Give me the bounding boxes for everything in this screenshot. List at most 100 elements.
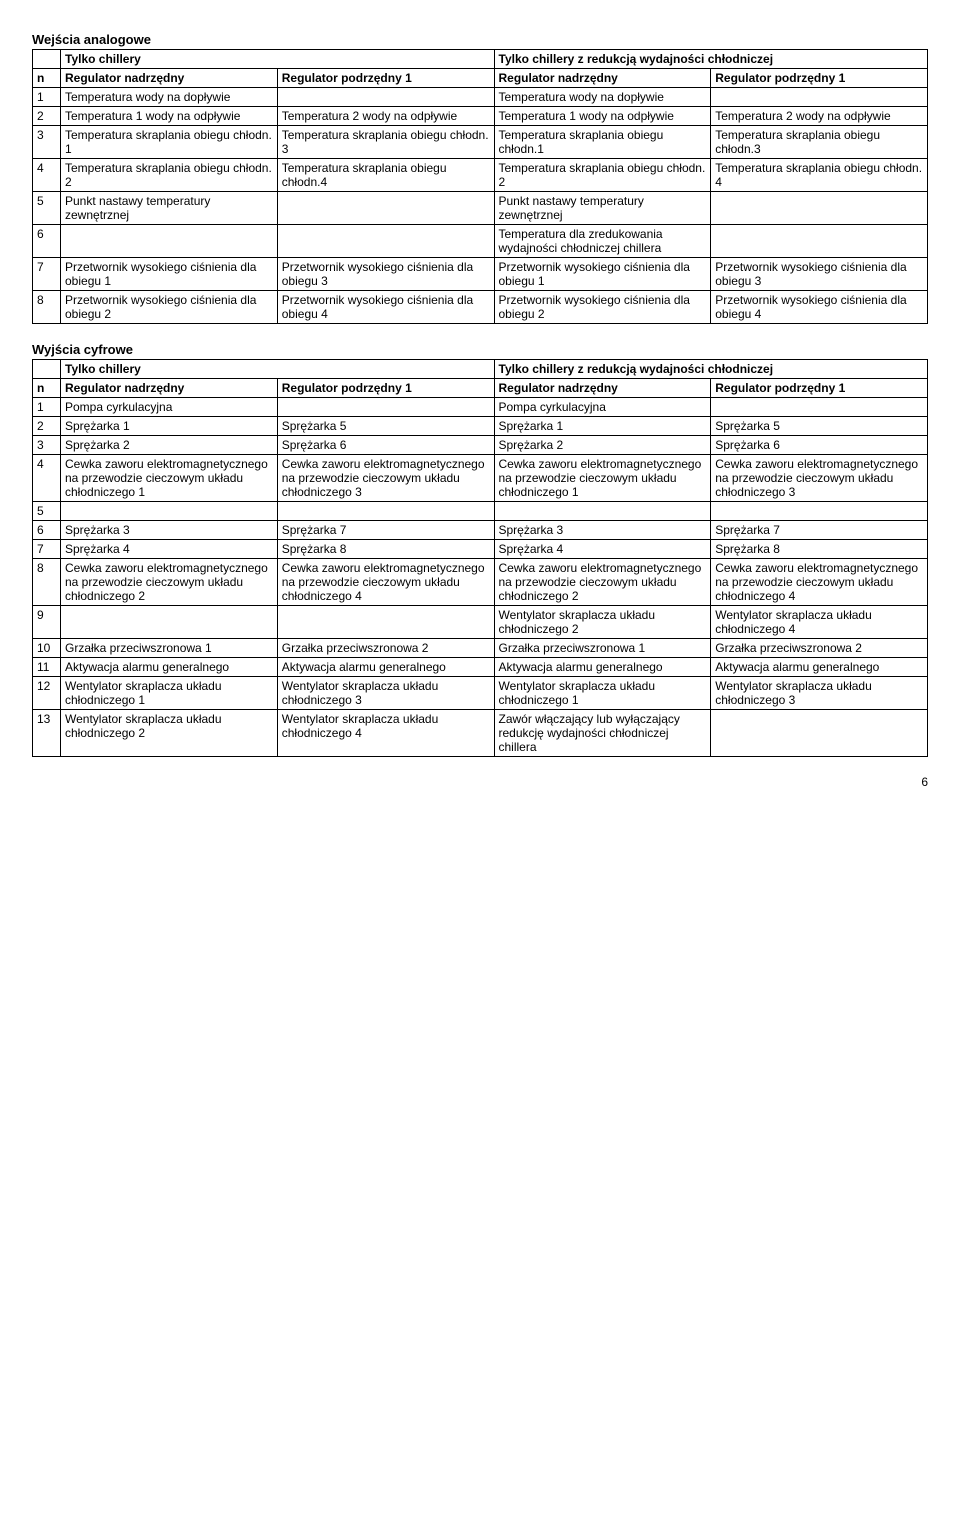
analog-h-c1: Regulator nadrzędny: [61, 69, 278, 88]
analog-cell-n: 8: [33, 291, 61, 324]
digital-cell-n: 2: [33, 417, 61, 436]
page-number: 6: [32, 775, 928, 789]
digital-row: 5: [33, 502, 928, 521]
digital-row: 1Pompa cyrkulacyjnaPompa cyrkulacyjna: [33, 398, 928, 417]
digital-h-c2: Regulator podrzędny 1: [277, 379, 494, 398]
digital-h-n: n: [33, 379, 61, 398]
digital-cell-c4: Sprężarka 6: [711, 436, 928, 455]
analog-cell-c3: Temperatura 1 wody na odpływie: [494, 107, 711, 126]
digital-cell-c2: Cewka zaworu elektromagnetycznego na prz…: [277, 559, 494, 606]
analog-cell-c3: Temperatura dla zredukowania wydajności …: [494, 225, 711, 258]
analog-row: 2 Temperatura 1 wody na odpływieTemperatu…: [33, 107, 928, 126]
digital-cell-c4: Wentylator skraplacza układu chłodniczeg…: [711, 677, 928, 710]
analog-h-n: n: [33, 69, 61, 88]
analog-cell-c4: Przetwornik wysokiego ciśnienia dla obie…: [711, 258, 928, 291]
digital-row: 8Cewka zaworu elektromagnetycznego na pr…: [33, 559, 928, 606]
digital-cell-c3: Aktywacja alarmu generalnego: [494, 658, 711, 677]
analog-row: 3Temperatura skraplania obiegu chłodn. 1…: [33, 126, 928, 159]
digital-title: Wyjścia cyfrowe: [32, 342, 928, 357]
digital-h-c4: Regulator podrzędny 1: [711, 379, 928, 398]
digital-cell-c2: Wentylator skraplacza układu chłodniczeg…: [277, 710, 494, 757]
analog-cell-n: 6: [33, 225, 61, 258]
digital-cell-c4: [711, 398, 928, 417]
digital-cell-n: 9: [33, 606, 61, 639]
analog-cell-c2: Przetwornik wysokiego ciśnienia dla obie…: [277, 258, 494, 291]
analog-h-c4: Regulator podrzędny 1: [711, 69, 928, 88]
digital-cell-n: 4: [33, 455, 61, 502]
analog-cell-c3: Temperatura skraplania obiegu chłodn. 2: [494, 159, 711, 192]
analog-cell-c4: [711, 225, 928, 258]
analog-h-c2: Regulator podrzędny 1: [277, 69, 494, 88]
analog-row: 6 Temperatura dla zredukowania wydajności…: [33, 225, 928, 258]
analog-cell-n: 1: [33, 88, 61, 107]
analog-cell-n: 3: [33, 126, 61, 159]
digital-cell-c2: Sprężarka 8: [277, 540, 494, 559]
digital-cell-c1: Sprężarka 3: [61, 521, 278, 540]
digital-h-c1: Regulator nadrzędny: [61, 379, 278, 398]
digital-cell-c4: Cewka zaworu elektromagnetycznego na prz…: [711, 559, 928, 606]
digital-row: 13Wentylator skraplacza układu chłodnicz…: [33, 710, 928, 757]
digital-cell-c3: Sprężarka 4: [494, 540, 711, 559]
analog-group-row: Tylko chillery Tylko chillery z redukcją…: [33, 50, 928, 69]
digital-cell-c4: [711, 710, 928, 757]
analog-row: 5Punkt nastawy temperatury zewnętrznejPu…: [33, 192, 928, 225]
analog-cell-c1: [61, 225, 278, 258]
digital-cell-c2: [277, 502, 494, 521]
analog-cell-c4: Temperatura 2 wody na odpływie: [711, 107, 928, 126]
analog-cell-c1: Temperatura skraplania obiegu chłodn. 1: [61, 126, 278, 159]
analog-cell-c3: Temperatura wody na dopływie: [494, 88, 711, 107]
analog-cell-n: 7: [33, 258, 61, 291]
digital-table: Tylko chillery Tylko chillery z redukcją…: [32, 359, 928, 757]
digital-row: 7Sprężarka 4Sprężarka 8Sprężarka 4Spręża…: [33, 540, 928, 559]
digital-cell-c1: Cewka zaworu elektromagnetycznego na prz…: [61, 455, 278, 502]
analog-cell-c3: Przetwornik wysokiego ciśnienia dla obie…: [494, 258, 711, 291]
digital-row: 12Wentylator skraplacza układu chłodnicz…: [33, 677, 928, 710]
analog-header-row: n Regulator nadrzędny Regulator podrzędn…: [33, 69, 928, 88]
analog-cell-c4: Temperatura skraplania obiegu chłodn. 4: [711, 159, 928, 192]
digital-cell-n: 3: [33, 436, 61, 455]
digital-cell-c3: Sprężarka 3: [494, 521, 711, 540]
digital-cell-c3: Wentylator skraplacza układu chłodniczeg…: [494, 677, 711, 710]
analog-cell-c2: Temperatura 2 wody na odpływie: [277, 107, 494, 126]
analog-cell-c2: Temperatura skraplania obiegu chłodn.4: [277, 159, 494, 192]
digital-row: 6Sprężarka 3Sprężarka 7Sprężarka 3Spręża…: [33, 521, 928, 540]
digital-cell-c1: Cewka zaworu elektromagnetycznego na prz…: [61, 559, 278, 606]
analog-table: Tylko chillery Tylko chillery z redukcją…: [32, 49, 928, 324]
analog-cell-n: 2: [33, 107, 61, 126]
analog-group-a: Tylko chillery: [61, 50, 495, 69]
analog-cell-c2: [277, 88, 494, 107]
digital-h-c3: Regulator nadrzędny: [494, 379, 711, 398]
digital-cell-c2: Sprężarka 5: [277, 417, 494, 436]
digital-group-a: Tylko chillery: [61, 360, 495, 379]
digital-cell-n: 1: [33, 398, 61, 417]
analog-cell-c4: Temperatura skraplania obiegu chłodn.3: [711, 126, 928, 159]
analog-cell-c3: Przetwornik wysokiego ciśnienia dla obie…: [494, 291, 711, 324]
digital-cell-c2: Grzałka przeciwszronowa 2: [277, 639, 494, 658]
digital-cell-n: 8: [33, 559, 61, 606]
analog-h-c3: Regulator nadrzędny: [494, 69, 711, 88]
digital-cell-c1: Wentylator skraplacza układu chłodniczeg…: [61, 677, 278, 710]
digital-cell-c3: Grzałka przeciwszronowa 1: [494, 639, 711, 658]
analog-title: Wejścia analogowe: [32, 32, 928, 47]
digital-cell-c4: Sprężarka 8: [711, 540, 928, 559]
digital-row: 9Wentylator skraplacza układu chłodnicze…: [33, 606, 928, 639]
digital-cell-c1: Wentylator skraplacza układu chłodniczeg…: [61, 710, 278, 757]
digital-group-b: Tylko chillery z redukcją wydajności chł…: [494, 360, 928, 379]
digital-cell-n: 12: [33, 677, 61, 710]
digital-row: 2Sprężarka 1Sprężarka 5Sprężarka 1Spręża…: [33, 417, 928, 436]
digital-cell-c4: Grzałka przeciwszronowa 2: [711, 639, 928, 658]
analog-cell-n: 4: [33, 159, 61, 192]
digital-cell-n: 5: [33, 502, 61, 521]
digital-cell-c4: Aktywacja alarmu generalnego: [711, 658, 928, 677]
digital-cell-c2: Cewka zaworu elektromagnetycznego na prz…: [277, 455, 494, 502]
digital-cell-c1: Aktywacja alarmu generalnego: [61, 658, 278, 677]
digital-cell-c1: [61, 502, 278, 521]
digital-cell-c4: Sprężarka 5: [711, 417, 928, 436]
analog-cell-c1: Przetwornik wysokiego ciśnienia dla obie…: [61, 258, 278, 291]
digital-row: 3Sprężarka 2Sprężarka 6Sprężarka 2Spręża…: [33, 436, 928, 455]
digital-cell-c1: Sprężarka 4: [61, 540, 278, 559]
analog-row: 8 Przetwornik wysokiego ciśnienia dla obi…: [33, 291, 928, 324]
digital-cell-c4: Sprężarka 7: [711, 521, 928, 540]
digital-cell-n: 6: [33, 521, 61, 540]
analog-cell-c4: [711, 88, 928, 107]
